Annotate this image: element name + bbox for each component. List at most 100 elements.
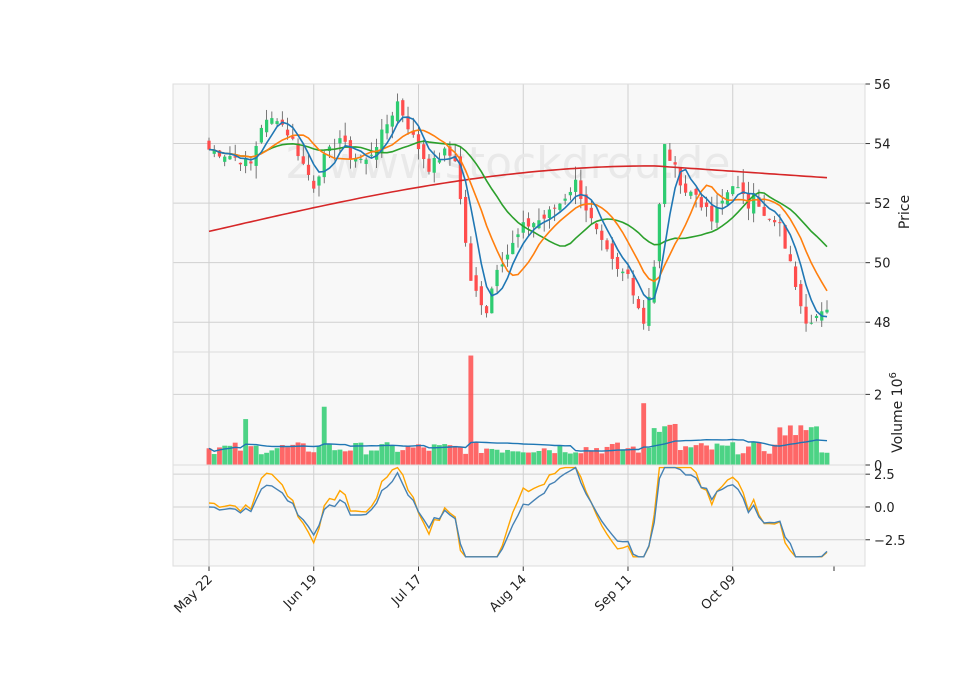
y-tick-label: 54 <box>874 138 891 153</box>
candle-body <box>233 156 237 158</box>
volume-bar <box>515 451 521 465</box>
watermark-text: 2 www.stockdrou.de <box>285 138 731 189</box>
volume-bar <box>588 450 594 465</box>
oscillator-main-line <box>208 466 828 558</box>
volume-bar <box>379 444 385 465</box>
volume-bar <box>437 445 442 465</box>
candle-body <box>778 222 782 224</box>
candle-body <box>663 144 667 204</box>
candle-body <box>401 100 405 116</box>
price-panel <box>207 93 829 332</box>
volume-bar <box>368 450 374 465</box>
volume-bar <box>311 452 317 465</box>
candle-body <box>699 197 703 208</box>
volume-bar <box>677 450 683 465</box>
volume-bar <box>683 446 689 465</box>
candle-body <box>207 140 211 150</box>
volume-axis-title: Volume 106 <box>888 372 906 453</box>
candle-body <box>484 306 489 314</box>
candle-body <box>542 214 546 219</box>
volume-bar <box>389 445 395 465</box>
volume-bar <box>269 450 275 465</box>
y-tick-label: 2 <box>874 388 882 403</box>
volume-bar <box>803 430 809 465</box>
ma-fast-line <box>208 116 828 318</box>
volume-bar <box>384 442 390 465</box>
candle-body <box>443 148 447 156</box>
candle-body <box>736 187 740 189</box>
candle-body <box>228 156 232 160</box>
candle-body <box>715 207 719 223</box>
volume-bar <box>662 426 668 465</box>
candle-body <box>453 155 457 162</box>
candle-body <box>532 223 536 228</box>
x-tick-label: Oct 09 <box>698 572 739 613</box>
y-tick-label: 2.5 <box>874 468 895 483</box>
volume-bar <box>400 450 406 465</box>
volume-bar <box>547 450 552 465</box>
volume-bar <box>636 452 641 465</box>
candle-body <box>521 222 525 233</box>
volume-bar <box>264 452 270 465</box>
candle-body <box>526 218 531 227</box>
volume-bar <box>819 452 825 465</box>
price-axis-title: Price <box>897 195 913 229</box>
volume-bar <box>342 451 348 465</box>
candle-body <box>825 309 829 313</box>
volume-bar <box>656 431 662 465</box>
x-tick-label: Jul 17 <box>388 572 425 609</box>
candle-body <box>783 225 787 249</box>
candle-body <box>704 202 709 207</box>
y-tick-label: −2.5 <box>874 534 906 549</box>
candle-body <box>374 146 379 160</box>
volume-bar <box>295 442 301 465</box>
volume-bar <box>253 445 259 465</box>
candle-body <box>338 138 342 144</box>
volume-bar <box>274 448 280 465</box>
candle-body <box>642 307 646 324</box>
candle-body <box>584 194 588 211</box>
volume-bar <box>217 447 222 465</box>
volume-bar <box>609 444 615 465</box>
candle-body <box>652 266 656 303</box>
candle-body <box>720 200 724 204</box>
volume-bar <box>306 451 311 465</box>
volume-bar <box>562 452 568 465</box>
volume-bar <box>353 443 359 465</box>
candle-body <box>589 207 593 219</box>
volume-bar <box>337 449 343 465</box>
volume-bar <box>410 447 416 465</box>
y-tick-label: 48 <box>874 316 891 331</box>
volume-bar <box>798 425 804 465</box>
ma-slow-line <box>208 140 828 248</box>
candle-body <box>678 168 682 186</box>
volume-bar <box>735 454 741 465</box>
candle-body <box>773 220 777 223</box>
candle-body <box>469 243 473 281</box>
panel-background-oscillator <box>173 465 865 566</box>
volume-bar <box>405 445 411 465</box>
volume-bar <box>227 445 233 465</box>
volume-bar <box>814 426 819 465</box>
volume-bar <box>489 448 495 465</box>
y-tick-label: 0.0 <box>874 501 895 516</box>
candle-body <box>285 129 290 136</box>
candle-body <box>385 124 389 134</box>
candle-body <box>553 207 557 209</box>
panel-background-price <box>173 84 865 352</box>
volume-bar <box>300 443 306 465</box>
candle-body <box>380 129 384 153</box>
volume-bar <box>698 443 704 465</box>
candle-body <box>343 135 347 142</box>
x-tick-label: Aug 14 <box>487 572 530 615</box>
volume-bar <box>667 424 673 465</box>
volume-bar <box>358 442 364 465</box>
volume-panel <box>206 355 830 465</box>
volume-bar <box>332 450 338 465</box>
volume-bar <box>327 444 332 465</box>
ma-long-line <box>208 165 828 233</box>
volume-bar <box>426 450 432 465</box>
volume-bar <box>484 448 489 465</box>
candle-body <box>689 191 693 196</box>
